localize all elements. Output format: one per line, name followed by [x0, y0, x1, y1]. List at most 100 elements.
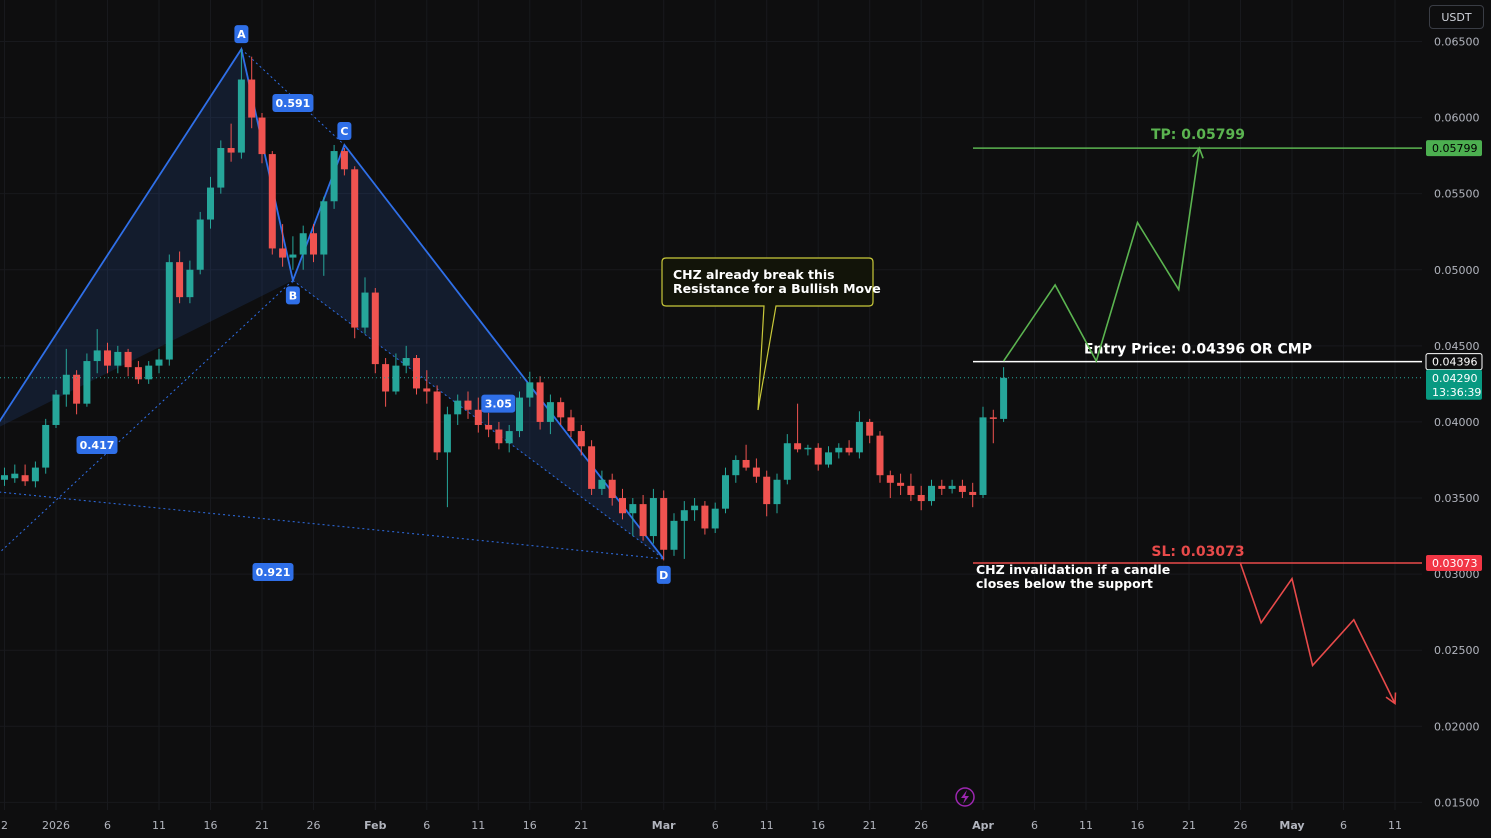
lightning-icon[interactable] — [955, 787, 975, 807]
candle — [742, 444, 750, 471]
candle — [237, 49, 245, 159]
currency-button[interactable]: USDT — [1429, 5, 1484, 29]
point-label-a: A — [234, 25, 249, 44]
candle — [433, 385, 441, 460]
candle-body — [969, 491, 977, 495]
candle — [876, 431, 884, 483]
ratio-label-xd: 0.921 — [252, 563, 294, 581]
candle-body — [567, 417, 575, 432]
candle — [392, 353, 400, 395]
candle — [928, 479, 935, 506]
time-tick-label: 2 — [1, 819, 8, 832]
time-tick-label: 16 — [523, 819, 537, 832]
candle-body — [93, 350, 101, 362]
candle-body — [310, 233, 317, 255]
candle-body — [660, 498, 668, 550]
candle-body — [989, 417, 997, 419]
time-tick-label: 21 — [1182, 819, 1196, 832]
time-tick-label: 2026 — [42, 819, 70, 832]
candle-body — [897, 482, 905, 486]
point-label-b-text: B — [289, 289, 297, 302]
ratio-label-xb-text: 0.417 — [80, 439, 115, 452]
candle-body — [165, 262, 173, 360]
candle-body — [423, 388, 431, 392]
candle-body — [783, 443, 791, 480]
candle-body — [186, 269, 194, 298]
bearish-projection — [1239, 563, 1396, 704]
candle-body — [361, 292, 369, 328]
candle — [42, 418, 50, 474]
candle — [134, 361, 142, 384]
point-label-c: C — [337, 121, 352, 140]
candle-body — [104, 350, 111, 366]
candle-body — [546, 402, 554, 422]
candle — [526, 371, 534, 407]
candle — [701, 501, 709, 535]
candle-body — [279, 248, 287, 258]
candle-body — [402, 358, 410, 366]
candle-body — [680, 510, 688, 521]
candle-body — [835, 447, 843, 453]
candle-body — [629, 504, 637, 514]
candle-body — [845, 447, 853, 453]
candle — [598, 470, 606, 495]
candle — [691, 498, 699, 521]
candle — [886, 470, 894, 499]
candle — [825, 446, 832, 468]
price-tick-label: 0.06500 — [1434, 35, 1480, 48]
candle-body — [196, 219, 204, 270]
price-tick-label: 0.02000 — [1434, 720, 1480, 733]
sl-price-tag: 0.03073 — [1426, 555, 1482, 572]
candle — [207, 176, 214, 229]
candle — [340, 148, 348, 176]
candle — [1000, 367, 1008, 422]
candle — [629, 498, 637, 537]
candle — [176, 251, 184, 304]
countdown-text: 13:36:39 — [1432, 386, 1481, 399]
time-tick-label: May — [1279, 819, 1304, 832]
time-tick-label: 16 — [1131, 819, 1145, 832]
candle-body — [248, 79, 256, 118]
candle — [649, 488, 657, 544]
tp-price-tag-text: 0.05799 — [1432, 142, 1478, 155]
candle — [330, 144, 338, 209]
price-tick-label: 0.04500 — [1434, 340, 1480, 353]
time-tick-label: 11 — [152, 819, 166, 832]
candle — [114, 345, 122, 374]
invalidation-line-1: CHZ invalidation if a candle — [976, 562, 1170, 577]
candle — [907, 473, 915, 502]
candle-body — [258, 117, 266, 155]
time-tick-label: Mar — [652, 819, 676, 832]
candle-body — [433, 391, 441, 453]
candle — [289, 236, 297, 270]
candle — [588, 440, 596, 495]
candle-body — [588, 446, 596, 489]
candle-body — [619, 498, 626, 514]
candle — [619, 488, 626, 520]
candle — [814, 443, 822, 471]
candle — [763, 470, 771, 517]
candle — [969, 482, 977, 508]
candle — [835, 443, 843, 459]
candle — [608, 473, 616, 506]
candle — [639, 494, 647, 541]
candle-body — [886, 475, 894, 483]
ratio-label-bd: 3.05 — [481, 394, 516, 413]
callout-bubble — [661, 257, 874, 411]
candle — [505, 424, 513, 453]
candle-body — [701, 505, 709, 529]
candle-body — [536, 382, 544, 422]
candle-body — [557, 402, 565, 418]
candle-body — [855, 421, 863, 453]
candle — [917, 485, 925, 511]
candle-body — [371, 292, 379, 365]
candle — [248, 56, 256, 129]
candle — [279, 224, 287, 267]
time-tick-label: 11 — [471, 819, 485, 832]
candle-body — [711, 508, 719, 529]
candle-body — [83, 361, 91, 404]
point-label-c-text: C — [340, 125, 348, 138]
